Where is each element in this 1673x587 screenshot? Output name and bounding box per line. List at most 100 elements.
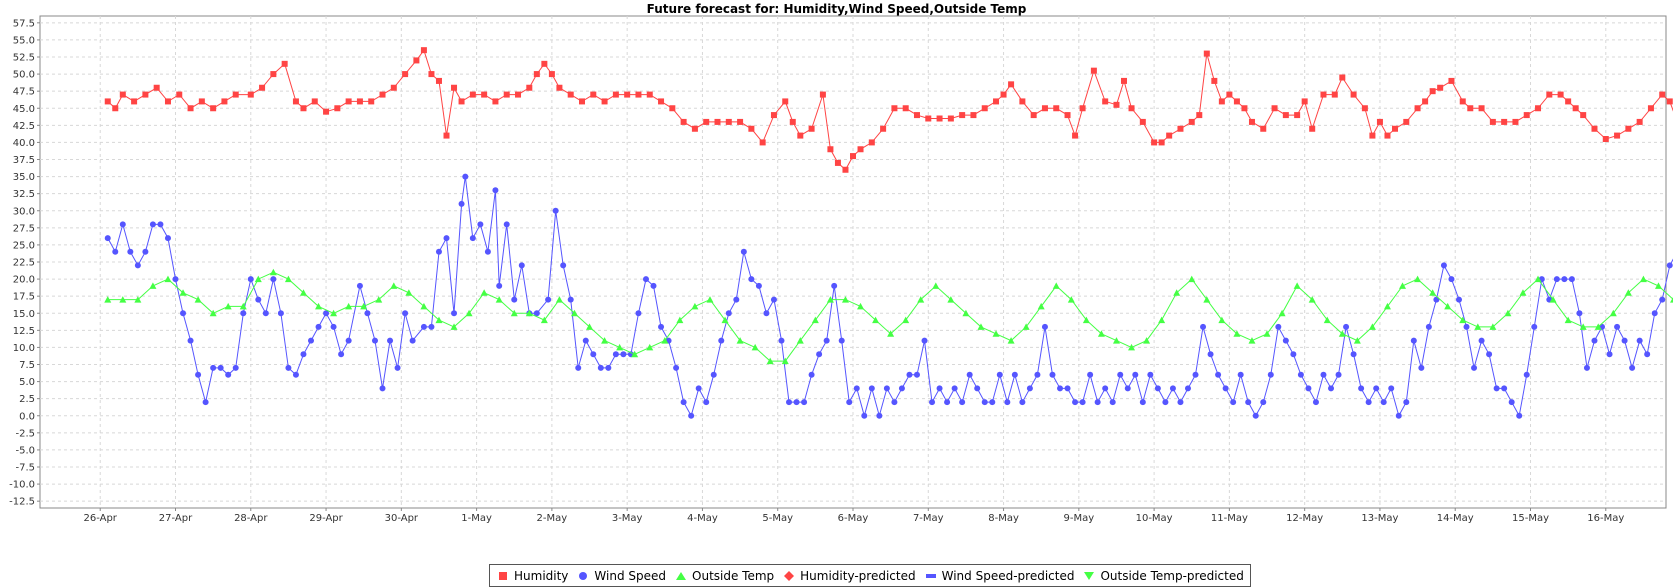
data-point [428,71,435,78]
data-point [755,282,762,289]
x-tick-label: 29-Apr [309,513,343,524]
data-point [1579,323,1587,330]
data-point [624,91,631,98]
data-point [977,323,985,330]
data-point [857,302,865,310]
data-point [1200,323,1207,330]
data-point [714,118,721,125]
data-point [612,351,619,358]
data-point [127,248,134,255]
data-point [112,105,119,112]
data-point [1561,276,1568,283]
data-point [194,296,202,303]
data-point [992,330,1000,337]
data-point [868,139,875,146]
data-point [1624,289,1632,296]
data-point [1000,91,1007,98]
data-point [548,71,555,78]
data-point [176,91,183,98]
data-point [1636,118,1643,125]
data-point [759,139,766,146]
data-point [1384,132,1391,139]
legend-label-humidity: Humidity [514,568,569,583]
data-point [379,385,386,392]
data-point [526,84,533,91]
data-point [748,125,755,132]
data-point [1004,399,1011,406]
data-point [308,337,314,344]
data-point [1339,74,1346,81]
data-point [1297,371,1304,378]
x-tick-label: 7-May [913,513,944,524]
data-point [119,91,126,98]
data-point [1188,118,1195,125]
data-point [1501,385,1508,392]
data-point [149,282,157,289]
data-point [255,296,262,303]
data-point [1392,125,1398,132]
data-point [435,248,442,255]
x-tick-label: 9-May [1064,513,1095,524]
data-point [1177,399,1184,406]
legend-label-wind-speed-predicted: Wind Speed-predicted [941,568,1075,583]
data-point [387,337,394,344]
data-point [1523,371,1530,378]
data-point [841,296,849,303]
data-point [153,84,160,91]
data-point [1158,139,1165,146]
data-point [586,323,594,330]
data-point [402,71,409,78]
data-point [458,98,465,105]
data-point [1094,399,1101,406]
data-point [1113,101,1120,108]
data-point [831,282,838,289]
data-point [1365,399,1372,406]
data-point [1463,323,1470,330]
x-tick-label: 28-Apr [234,513,268,524]
data-point [1328,385,1335,392]
series-outside-temp [104,268,1673,365]
x-tick-label: 3-May [612,513,643,524]
data-point [898,385,905,392]
data-point [1636,337,1643,344]
data-point [465,309,473,317]
data-point [669,105,676,112]
data-point [646,91,653,98]
data-point [330,309,338,317]
data-point [947,115,954,122]
data-point [993,98,1000,105]
data-point [748,276,755,283]
legend-swatch-outside-temp-predicted [1084,571,1095,580]
data-point [1666,262,1673,269]
data-point [917,296,925,303]
y-tick-label: 52.5 [13,53,35,64]
data-point [480,289,488,296]
data-point [345,337,352,344]
data-point [1399,282,1407,289]
data-point [733,296,740,303]
data-point [590,351,597,358]
data-point [164,235,171,242]
data-point [1290,351,1297,358]
data-point [1422,98,1429,105]
data-point [187,105,194,112]
data-point [819,91,826,98]
x-tick-label: 27-Apr [159,513,193,524]
data-point [1546,91,1553,98]
data-point [1602,136,1609,142]
data-point [481,91,488,98]
data-point [868,385,875,392]
data-point [540,316,548,324]
data-point [1252,412,1259,419]
data-point [402,310,409,317]
data-point [451,310,458,317]
data-point [680,118,687,125]
data-point [277,310,284,317]
data-point [492,98,499,105]
data-point [364,310,371,317]
y-tick-label: 57.5 [13,18,35,29]
data-point [1659,296,1666,303]
data-point [658,98,665,105]
data-point [1143,337,1151,344]
